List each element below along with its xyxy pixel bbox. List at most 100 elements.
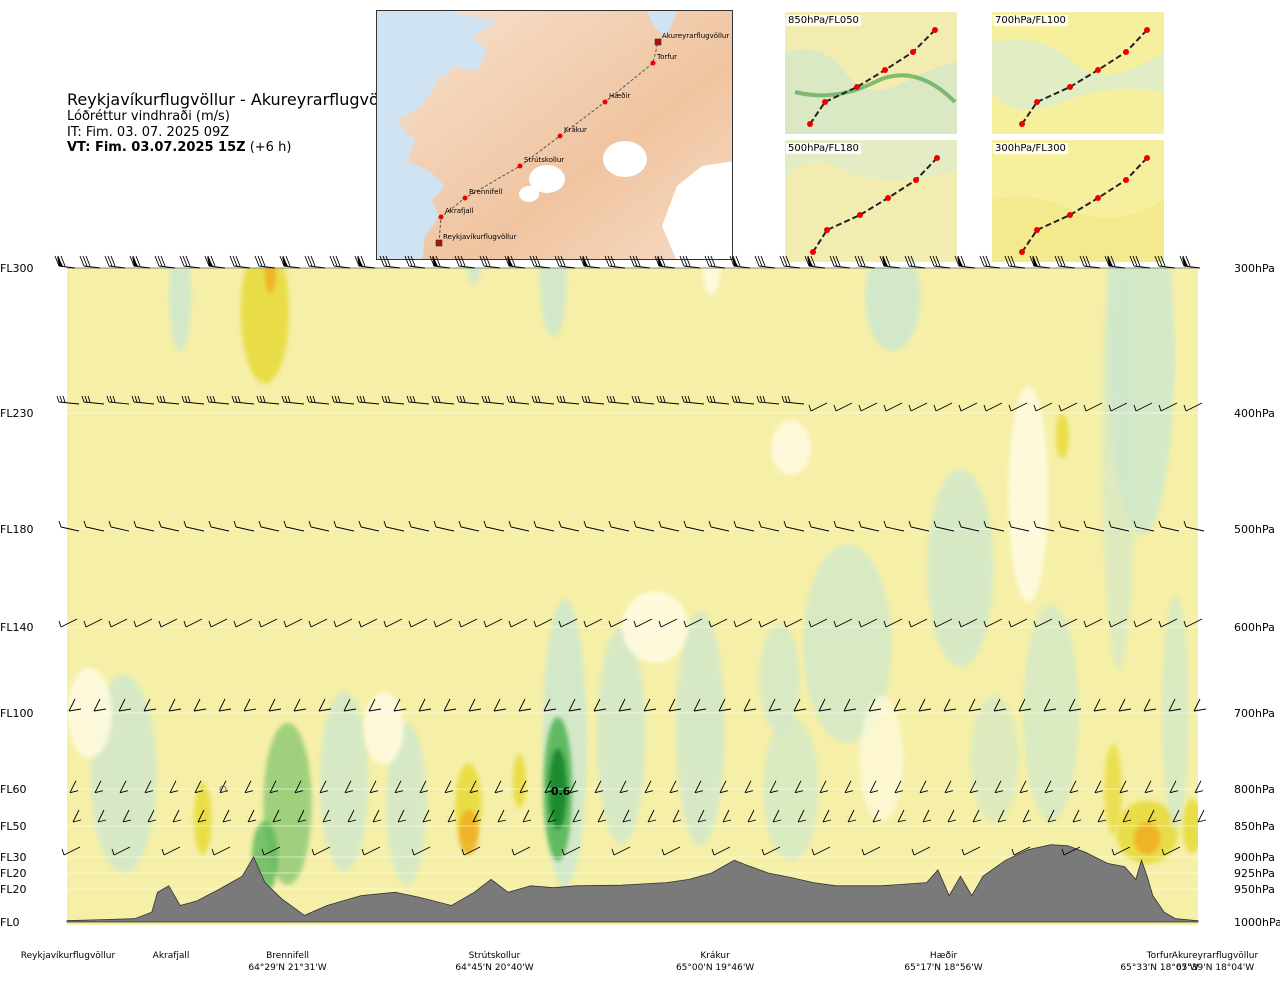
- wind-barb: [858, 618, 878, 628]
- pressure-tick: 950hPa: [1234, 883, 1275, 896]
- waypoint-coord: 64°29'N 21°31'W: [248, 963, 327, 974]
- wind-barb: [794, 780, 804, 794]
- wind-barb: [1172, 809, 1182, 823]
- map-point-label: Reykjavíkurflugvöllur: [443, 233, 517, 241]
- wind-barb: [694, 780, 704, 794]
- wind-barb: [1043, 698, 1057, 712]
- waypoint-marker: [438, 214, 444, 220]
- waypoint-coord: 64°45'N 20°40'W: [455, 963, 534, 974]
- wind-barb: [593, 698, 607, 712]
- mini-map-svg: [785, 140, 957, 262]
- wind-barb: [493, 698, 507, 712]
- mini-map-850[interactable]: 850hPa/FL050: [785, 12, 957, 134]
- mini-map-svg: [785, 12, 957, 134]
- wind-barb: [1108, 402, 1128, 412]
- wind-barb: [631, 395, 655, 405]
- wind-barb: [608, 520, 630, 532]
- wind-barb: [733, 520, 755, 532]
- wind-barb: [422, 809, 432, 823]
- wind-barb: [533, 618, 553, 628]
- wind-barb: [661, 846, 681, 856]
- wind-barb: [58, 618, 78, 628]
- wind-barb: [208, 520, 230, 532]
- flight-level-tick: FL30: [0, 851, 26, 864]
- wind-barb: [158, 520, 180, 532]
- wind-barb: [343, 698, 357, 712]
- waypoint-marker: [602, 99, 608, 105]
- wind-barb: [372, 809, 382, 823]
- mini-map-300[interactable]: 300hPa/FL300: [992, 140, 1164, 262]
- wind-barb: [258, 618, 278, 628]
- wind-barb: [69, 780, 79, 794]
- wind-barb: [908, 520, 930, 532]
- wind-barb: [1058, 402, 1078, 412]
- wind-barb: [1094, 780, 1104, 794]
- wind-barb: [319, 780, 329, 794]
- wind-barb: [1079, 255, 1101, 269]
- pressure-tick: 700hPa: [1234, 707, 1275, 720]
- wind-barb: [104, 255, 126, 269]
- wind-barb: [633, 618, 653, 628]
- wind-barb: [508, 618, 528, 628]
- wind-barb: [783, 618, 803, 628]
- wind-barb: [658, 618, 678, 628]
- valid-time: VT: Fim. 03.07.2025 15Z (+6 h): [67, 140, 292, 156]
- wind-barb: [1033, 520, 1055, 532]
- wind-barb: [708, 520, 730, 532]
- wind-barb: [743, 698, 757, 712]
- wind-barb: [1144, 780, 1154, 794]
- wind-barb: [79, 255, 101, 269]
- wind-barb: [1111, 846, 1131, 856]
- flight-level-tick: FL180: [0, 523, 33, 536]
- wind-barb: [1168, 698, 1182, 712]
- waypoint-label: Akureyrarflugvöllur 65°39'N 18°04'W: [1155, 950, 1275, 974]
- mini-map-svg: [992, 12, 1164, 134]
- wind-barb: [1083, 520, 1105, 532]
- wind-barb: [381, 395, 405, 405]
- wind-barb: [511, 846, 531, 856]
- wind-barb: [697, 809, 707, 823]
- wind-barb: [129, 255, 151, 269]
- sea-area: [377, 11, 497, 259]
- wind-barb: [54, 255, 76, 269]
- wind-barb: [869, 780, 879, 794]
- wind-barb: [494, 780, 504, 794]
- wind-barb: [756, 395, 780, 405]
- wind-barb: [479, 255, 501, 269]
- wind-barb: [1183, 618, 1203, 628]
- wind-barb: [247, 809, 257, 823]
- wind-barb: [868, 698, 882, 712]
- wind-barb: [704, 255, 726, 269]
- mini-map-700[interactable]: 700hPa/FL100: [992, 12, 1164, 134]
- pressure-tick: 600hPa: [1234, 621, 1275, 634]
- wind-barb: [468, 698, 482, 712]
- glacier: [603, 141, 647, 177]
- wind-barb: [904, 255, 926, 269]
- wind-barb: [1011, 846, 1031, 856]
- wind-barb: [411, 846, 431, 856]
- map-point-label: Torfur: [656, 53, 677, 61]
- wind-barb: [308, 520, 330, 532]
- wind-barb: [461, 846, 481, 856]
- wind-barb: [994, 780, 1004, 794]
- wind-barbs: [54, 255, 1207, 856]
- wind-barb: [193, 698, 207, 712]
- wind-barb: [644, 780, 654, 794]
- wind-barb: [108, 618, 128, 628]
- wind-barb: [811, 846, 831, 856]
- pressure-tick: 900hPa: [1234, 851, 1275, 864]
- wind-barb: [1129, 255, 1151, 269]
- wind-barb: [61, 846, 81, 856]
- wind-barb: [583, 618, 603, 628]
- waypoint-coord: 65°00'N 19°46'W: [675, 963, 755, 974]
- wind-barb: [281, 395, 305, 405]
- initial-time: IT: Fim. 03. 07. 2025 09Z: [67, 124, 230, 140]
- wind-barb: [779, 255, 801, 269]
- mini-map-500[interactable]: 500hPa/FL180: [785, 140, 957, 262]
- pressure-tick: 800hPa: [1234, 783, 1275, 796]
- mini-map-label: 300hPa/FL300: [993, 143, 1068, 154]
- wind-barb: [679, 255, 701, 269]
- wind-barb: [654, 255, 676, 269]
- wind-barb: [181, 395, 205, 405]
- wind-barb: [611, 846, 631, 856]
